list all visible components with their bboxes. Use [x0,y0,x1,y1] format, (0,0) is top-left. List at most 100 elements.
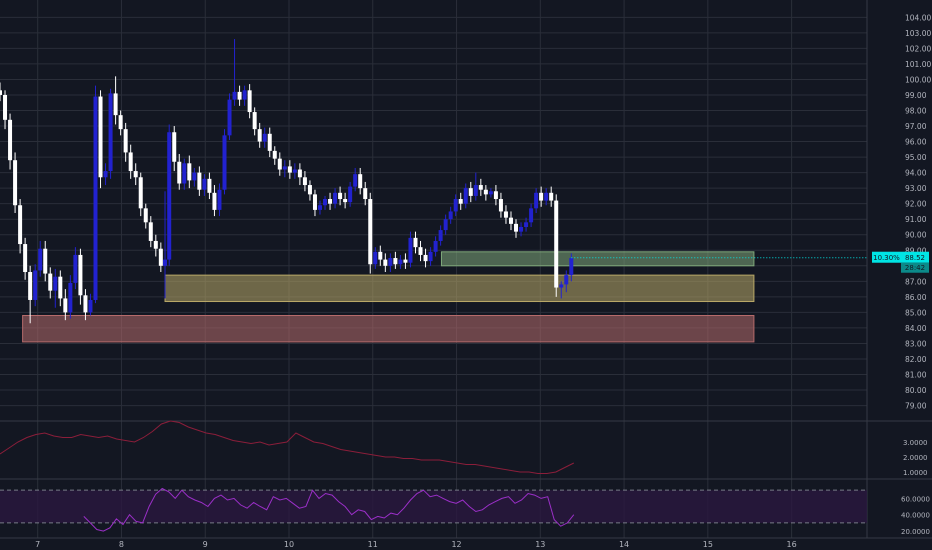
time-tick-label: 16 [787,540,797,549]
candle-up [544,192,549,201]
candle-up [227,99,232,136]
candle-down [468,188,473,196]
candle-up [463,188,468,204]
candle-down [153,240,158,249]
candle-down [138,177,143,209]
price-tick-label: 96.00 [905,138,927,147]
price-tick-label: 100.00 [905,75,931,84]
candle-down [483,189,488,195]
candle-up [433,240,438,252]
grid-lines [0,0,867,538]
candle-down [83,295,88,313]
indicator-line [0,420,575,474]
candle-down [549,192,554,201]
candle-up [292,169,297,173]
candle-down [498,199,503,212]
candle-down [23,244,28,273]
rsi-tick-label: 20.0000 [901,528,930,536]
time-tick-label: 13 [535,540,545,549]
candle-down [58,276,63,299]
candle-down [312,194,317,210]
candle-up [282,166,287,170]
candle-up [53,276,58,291]
candle-down [8,119,13,161]
red-zone [22,315,755,343]
candle-up [73,254,78,283]
candle-down [358,174,363,189]
change-tag-label: 10.30% [873,254,900,262]
price-tick-label: 89.00 [905,246,927,255]
candle-up [448,211,453,220]
price-tick-label: 91.00 [905,215,927,224]
candle-down [28,272,33,300]
candle-down [197,172,202,190]
candle-down [187,163,192,181]
candle-up [182,163,187,184]
yellow-zone [164,274,755,303]
candle-down [514,223,519,232]
candle-down [363,188,368,200]
price-tick-label: 104.00 [905,13,931,22]
time-tick-label: 9 [203,540,208,549]
time-tick-label: 11 [368,540,378,549]
green-zone [440,251,755,267]
candle-up [529,208,534,223]
candle-up [524,222,529,227]
candle-down [143,208,148,223]
price-tick-label: 92.00 [905,200,927,209]
time-tick-label: 10 [284,540,294,549]
price-tick-label: 102.00 [905,44,931,53]
candle-up [93,96,98,300]
price-tick-label: 87.00 [905,277,927,286]
candle-down [118,115,123,130]
candle-down [287,166,292,173]
candle-down [368,199,373,265]
candle-up [222,135,227,190]
candle-up [317,205,322,210]
candle-up [488,191,493,195]
rsi-tick-label: 60.0000 [901,495,930,503]
candle-down [508,217,513,224]
time-tick-label: 15 [703,540,713,549]
indicator-tick-label: 1.0000 [903,469,928,477]
time-tick-label: 7 [35,540,40,549]
candle-down [63,298,68,313]
price-tags: 10.30% 88.52 28:42 [571,251,929,273]
candle-up [33,270,38,300]
price-tick-label: 90.00 [905,231,927,240]
price-tick-label: 97.00 [905,122,927,131]
rsi-line [83,487,575,532]
candle-up [38,248,43,271]
candle-down [128,152,133,172]
price-tick-label: 95.00 [905,153,927,162]
candle-up [242,90,247,100]
candle-down [98,96,103,178]
price-tick-label: 83.00 [905,339,927,348]
candle-down [207,178,212,193]
candle-down [493,191,498,200]
candle-down [18,205,23,245]
price-tick-label: 84.00 [905,324,927,333]
rsi-band [0,490,867,523]
candle-down [78,254,83,296]
candle-down [297,169,302,178]
candle-up [323,199,328,206]
candle-down [267,133,272,151]
candle-up [398,259,403,265]
candle-up [353,174,358,187]
price-tick-label: 82.00 [905,355,927,364]
candle-up [167,132,172,260]
price-tick-label: 85.00 [905,308,927,317]
candle-down [554,200,559,288]
candle-down [307,185,312,195]
candle-up [534,192,539,209]
candle-down [413,237,418,248]
indicator-tick-label: 2.0000 [903,454,928,462]
candle-down [338,192,343,200]
candle-up [428,251,433,262]
candle-up [564,275,569,285]
candle-down [378,251,383,260]
candle-down [393,258,398,265]
